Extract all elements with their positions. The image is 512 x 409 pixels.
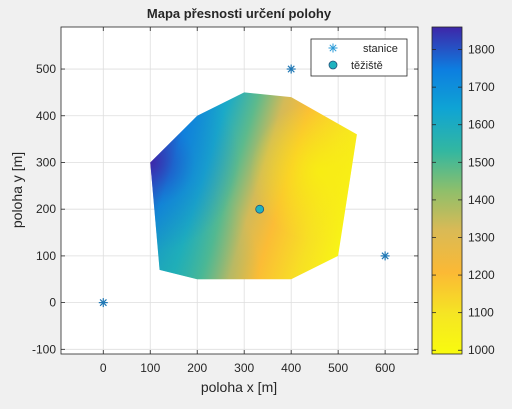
data-markers — [98, 64, 390, 308]
x-tick-label: 400 — [281, 361, 301, 375]
colorbar-tick-label: 1200 — [468, 268, 495, 282]
y-axis-label: poloha y [m] — [9, 152, 25, 228]
centroid-marker — [255, 204, 265, 214]
colorbar-ticks: 1000 1100 1200 1300 1400 1500 1600 1700 1800 — [432, 43, 495, 357]
colorbar-tick-label: 1100 — [468, 306, 494, 320]
y-tick-label: 0 — [49, 296, 56, 310]
station-marker — [98, 298, 108, 308]
legend-label-teziste: těžiště — [351, 60, 383, 72]
x-tick-label: 500 — [328, 361, 348, 375]
x-tick-label: 200 — [187, 361, 207, 375]
colorbar: 1000 1100 1200 1300 1400 1500 1600 1700 1800 — [431, 26, 495, 357]
x-tick-label: 300 — [234, 361, 254, 375]
colorbar-tick-label: 1300 — [468, 230, 495, 244]
colorbar-tick-label: 1700 — [468, 80, 495, 94]
colorbar-tick-label: 1400 — [468, 193, 495, 207]
colorbar-tick-label: 1500 — [468, 155, 495, 169]
y-tick-label: 500 — [36, 62, 56, 76]
x-tick-label: 0 — [100, 361, 107, 375]
y-tick-label: -100 — [32, 342, 56, 356]
y-tick-label: 400 — [36, 109, 56, 123]
colorbar-tick-label: 1600 — [468, 118, 495, 132]
legend-circle-icon — [328, 60, 338, 70]
chart-title: Mapa přesnosti určení polohy — [147, 6, 332, 21]
station-marker — [380, 251, 390, 261]
colorbar-tick-label: 1800 — [468, 43, 495, 57]
station-marker — [286, 64, 296, 74]
colorbar-gradient — [431, 26, 463, 355]
legend-box — [310, 38, 408, 77]
legend-label-stanice: stanice — [363, 43, 398, 55]
axes-frame — [60, 26, 419, 355]
x-tick-label: 600 — [375, 361, 395, 375]
x-tick-label: 100 — [140, 361, 160, 375]
colorbar-tick-label: 1000 — [468, 343, 495, 357]
legend-asterisk-icon — [328, 43, 338, 53]
x-axis-ticks: 0 100 200 300 400 500 600 — [100, 27, 395, 375]
y-tick-label: 200 — [36, 202, 56, 216]
x-axis-label: poloha x [m] — [201, 379, 277, 395]
y-tick-label: 100 — [36, 249, 56, 263]
y-axis-ticks: -100 0 100 200 300 400 500 — [32, 62, 418, 356]
legend: stanice těžiště — [310, 38, 408, 77]
y-tick-label: 300 — [36, 155, 56, 169]
